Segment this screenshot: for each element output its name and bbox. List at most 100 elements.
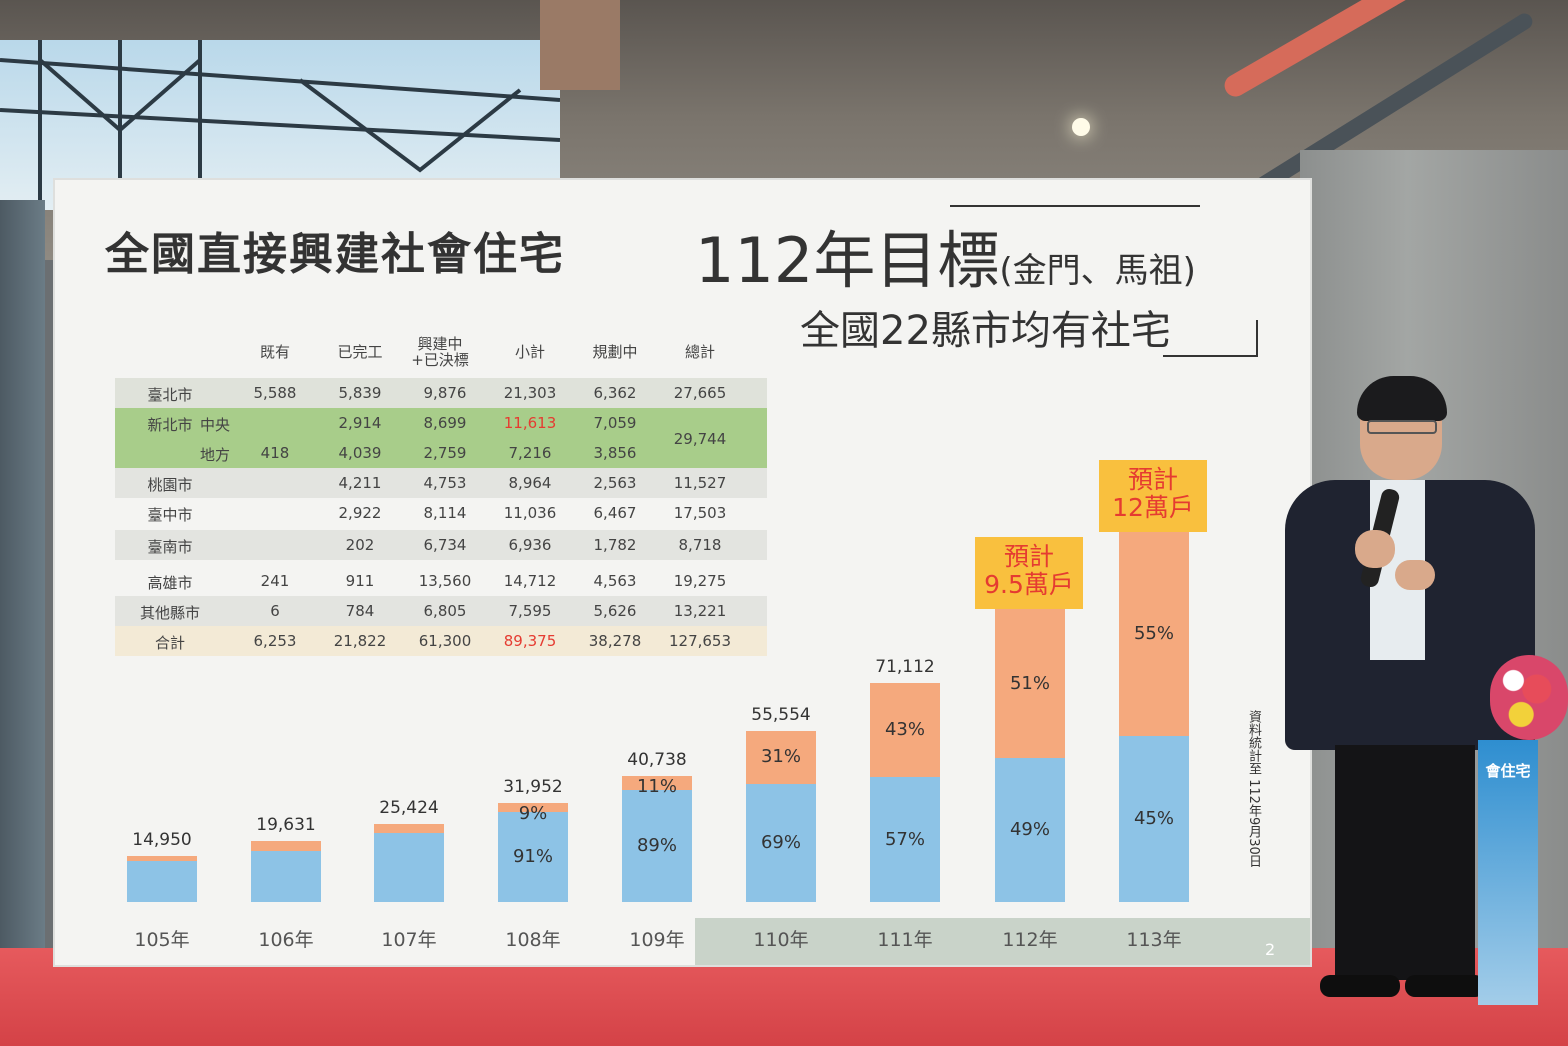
bar-segment-blue <box>746 783 816 902</box>
total-label: 19,631 <box>256 815 316 836</box>
row-name: 臺中市 <box>147 506 193 524</box>
bar-segment-blue <box>1119 735 1189 902</box>
pct-label-orange: 11% <box>636 776 677 798</box>
x-tick-label: 105年 <box>134 929 190 951</box>
bar-chart: 14,950 105年 19,631 106年 25,424 107年 9% 91% 31,95… <box>55 180 1310 965</box>
table-cell: 14,712 <box>503 572 557 590</box>
bar-segment-orange <box>746 730 816 784</box>
pct-label-blue: 69% <box>760 831 801 853</box>
bar-segment-blue <box>995 758 1065 902</box>
table-cell: 8,718 <box>678 536 722 554</box>
bar-107年 <box>374 823 444 902</box>
table-row: 地方 418 4,039 2,759 7,216 3,856 29,744 <box>115 430 767 468</box>
bar-113年: 55% 45% <box>1119 532 1189 902</box>
table-cell: 6,362 <box>593 384 637 402</box>
table-row: 桃園市 4,211 4,753 8,964 2,563 11,527 <box>115 468 767 498</box>
table-cell: 202 <box>345 536 375 554</box>
forecast-line1: 預計 <box>1003 542 1054 572</box>
x-tick-label: 109年 <box>629 929 685 951</box>
bar-segment-blue <box>127 861 197 902</box>
forecast-note: 預計 9.5萬戶 <box>975 537 1083 610</box>
bar-segment-blue <box>374 833 444 902</box>
table-cell: 911 <box>345 572 375 590</box>
bar-105年 <box>127 855 197 902</box>
goal-bottom-line <box>1163 355 1258 357</box>
header-total: 總計 <box>684 343 715 361</box>
ceiling-beam <box>540 0 620 90</box>
speaker-hair <box>1357 376 1447 421</box>
table-cell: 3,856 <box>593 444 637 462</box>
table-cell: 89,375 <box>503 632 557 650</box>
goal-top-line <box>950 205 1200 207</box>
table-cell: 19,275 <box>673 572 727 590</box>
row-subname: 地方 <box>199 446 230 464</box>
table-cell: 6,467 <box>593 504 637 522</box>
left-pillar <box>0 200 45 960</box>
table-cell: 9,876 <box>423 384 467 402</box>
goal-paren: (金門、馬祖) <box>999 251 1196 291</box>
bar-segment-blue <box>251 850 321 902</box>
table-cell: 4,039 <box>338 444 382 462</box>
row-name: 臺南市 <box>147 538 193 556</box>
table-cell: 21,303 <box>503 384 557 402</box>
table-cell: 11,613 <box>503 414 557 432</box>
row-name: 臺北市 <box>147 386 193 404</box>
table-cell: 784 <box>345 602 375 620</box>
header-under-construction: 興建中+已決標 <box>411 335 469 369</box>
table-cell: 7,595 <box>508 602 552 620</box>
bar-segment-blue <box>498 812 568 902</box>
bar-109年: 11% 89% <box>622 776 692 902</box>
table-cell: 4,753 <box>423 474 467 492</box>
table-row: 臺北市 5,588 5,839 9,876 21,303 6,362 27,665 <box>115 378 767 408</box>
x-tick-label: 110年 <box>753 929 809 951</box>
speaker-trousers <box>1335 745 1475 980</box>
bar-segment-blue <box>870 777 940 902</box>
forecast-line2: 9.5萬戶 <box>984 570 1074 600</box>
table-cell: 61,300 <box>418 632 472 650</box>
table-cell: 27,665 <box>673 384 727 402</box>
bar-segment-orange <box>1119 532 1189 736</box>
speaker-hand-remote <box>1395 560 1435 590</box>
table-cell: 4,563 <box>593 572 637 590</box>
row-name: 桃園市 <box>147 476 193 494</box>
table-cell: 4,211 <box>338 474 382 492</box>
table-cell: 2,914 <box>338 414 382 432</box>
pct-label-blue: 89% <box>636 835 677 857</box>
x-tick-label: 113年 <box>1126 929 1182 951</box>
forecast-line2: 12萬戶 <box>1112 493 1194 522</box>
table-cell: 13,221 <box>673 602 727 620</box>
goal-subheading: 全國22縣市均有社宅 <box>800 308 1171 354</box>
table-cell: 6,936 <box>508 536 552 554</box>
table-cell: 11,527 <box>673 474 727 492</box>
source-note: 資料統計至 112年9月30日 <box>1246 710 1261 868</box>
table-cell: 17,503 <box>673 504 727 522</box>
header-subtotal: 小計 <box>514 343 545 361</box>
table-cell: 11,036 <box>503 504 557 522</box>
total-label: 55,554 <box>751 704 811 725</box>
standee-banner: 會住宅 <box>1478 740 1538 1005</box>
table-row: 合計 6,253 21,822 61,300 89,375 38,278 127,653 <box>115 626 767 656</box>
pct-label-orange: 9% <box>518 803 548 825</box>
ceiling-lamp <box>1072 118 1090 136</box>
presentation-screen: 全國直接興建社會住宅 112年目標(金門、馬祖) 全國22縣市均有社宅 既有 已… <box>55 180 1310 965</box>
table-cell: 5,839 <box>338 384 382 402</box>
table-cell: 38,278 <box>588 632 642 650</box>
pct-label-orange: 51% <box>1009 672 1050 694</box>
table-cell: 6,253 <box>253 632 297 650</box>
goal-main: 112年目標 <box>695 224 1000 297</box>
row-name: 其他縣市 <box>139 604 200 622</box>
table-cell: 7,059 <box>593 414 637 432</box>
page-number: 2 <box>1265 940 1276 959</box>
pct-label-blue: 45% <box>1133 807 1174 829</box>
x-tick-label: 112年 <box>1002 929 1058 951</box>
bar-108年: 9% 91% <box>498 803 568 902</box>
banner-text: 會住宅 <box>1485 762 1531 780</box>
table-cell: 6,734 <box>423 536 467 554</box>
bar-segment-orange <box>870 682 940 778</box>
bar-segment-orange <box>498 803 568 813</box>
table-cell: 2,563 <box>593 474 637 492</box>
table-cell: 13,560 <box>418 572 472 590</box>
table-cell: 29,744 <box>673 430 727 448</box>
bar-segment-orange <box>622 776 692 791</box>
glasses-icon <box>1367 420 1437 434</box>
